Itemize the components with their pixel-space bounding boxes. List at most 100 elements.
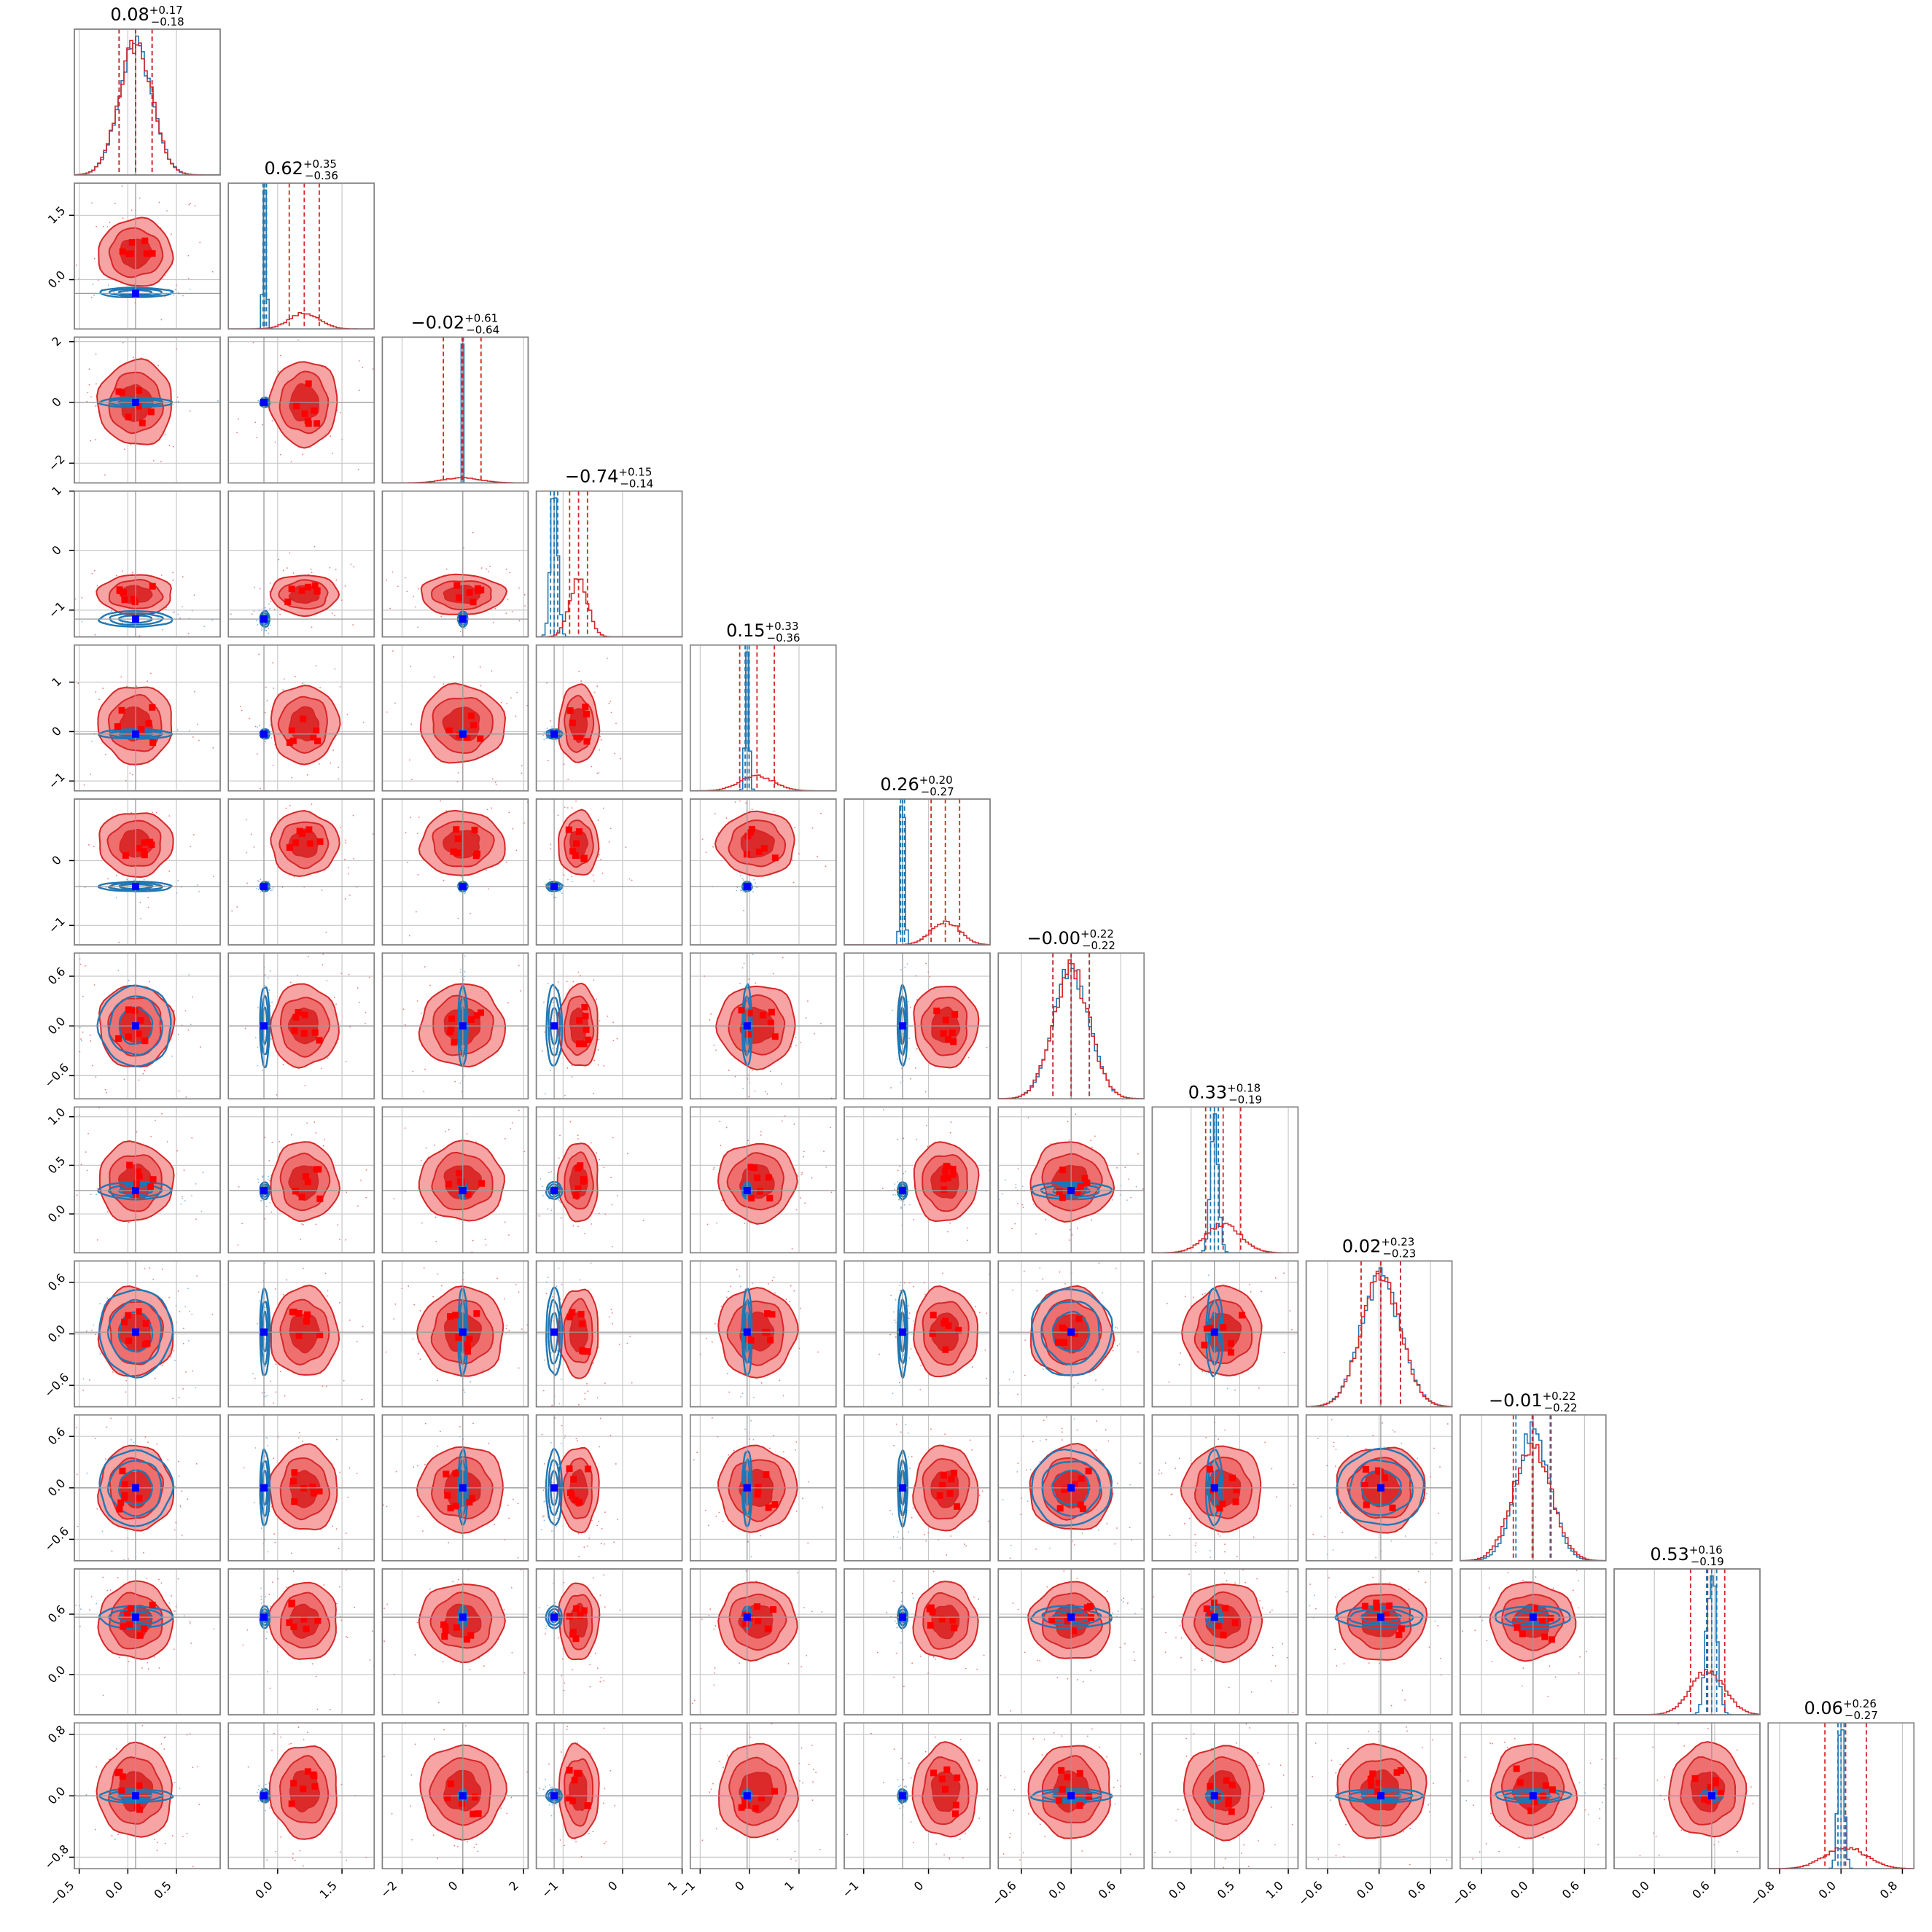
sample-dot-a <box>567 779 569 780</box>
sample-dot-a <box>254 586 256 588</box>
sample-dot-a <box>577 1404 580 1406</box>
panel-3-2 <box>381 490 529 638</box>
sample-dot-a <box>1147 1334 1148 1336</box>
sample-dot-a <box>1137 1351 1139 1353</box>
sample-dot-a <box>192 1370 194 1372</box>
sample-dot-a <box>534 1142 535 1144</box>
marker-square <box>1078 1475 1085 1482</box>
marker-square <box>748 825 755 833</box>
sample-dot-a <box>1115 1326 1117 1328</box>
histogram-model-a <box>74 39 220 175</box>
panel-title: 0.62+0.35 −0.36 <box>265 157 338 182</box>
sample-dot-a <box>321 1067 322 1070</box>
sample-dot-a <box>577 1134 579 1137</box>
sample-dot-a <box>87 392 89 394</box>
sample-dot-a <box>516 691 518 693</box>
sample-dot-b <box>558 1565 560 1566</box>
sample-dot-b <box>750 1419 752 1422</box>
sample-dot-a <box>1072 1386 1075 1388</box>
sample-dot-a <box>437 1273 439 1275</box>
sample-dot-a <box>434 1144 435 1146</box>
sample-dot-b <box>260 1527 262 1530</box>
sample-dot-a <box>96 585 98 587</box>
sample-dot-b <box>1335 1449 1337 1451</box>
sample-dot-b <box>564 1437 566 1439</box>
sample-dot-a <box>505 612 507 615</box>
sample-dot-a <box>362 367 364 369</box>
sample-dot-b <box>1320 1516 1323 1518</box>
marker-square <box>469 1495 476 1502</box>
panel-5-2 <box>381 798 529 946</box>
sample-dot-a <box>825 1166 827 1168</box>
sample-dot-a <box>927 1145 929 1148</box>
sample-dot-a <box>795 1037 797 1038</box>
marker-square <box>119 248 126 255</box>
sample-dot-a <box>189 1621 191 1623</box>
sample-dot-b <box>550 1210 553 1212</box>
sample-dot-a <box>289 981 292 983</box>
marker-square <box>1216 1505 1223 1512</box>
sample-dot-a <box>324 1138 326 1140</box>
sample-dot-b <box>744 892 747 894</box>
sample-dot-a <box>1021 1497 1022 1499</box>
sample-dot-a <box>538 1215 540 1217</box>
sample-dot-a <box>264 1137 266 1139</box>
y-tick-label: −0.6 <box>42 1370 71 1400</box>
sample-dot-a <box>424 966 426 968</box>
sample-dot-a <box>265 686 267 688</box>
sample-dot-a <box>91 1064 93 1067</box>
sample-dot-a <box>615 1463 617 1465</box>
marker-square <box>569 848 577 855</box>
marker-square <box>467 1016 475 1024</box>
sample-dot-a <box>279 613 281 615</box>
marker-square <box>121 1481 128 1488</box>
sample-dot-a <box>378 1531 379 1532</box>
sample-dot-a <box>93 569 96 572</box>
sample-dot-a <box>347 1496 349 1498</box>
histogram-model-a <box>998 959 1145 1099</box>
sample-dot-b <box>171 1055 174 1057</box>
sample-dot-a <box>368 976 370 978</box>
sample-dot-b <box>264 1306 266 1309</box>
sample-dot-a <box>721 1199 723 1201</box>
sample-dot-a <box>90 774 91 775</box>
sample-dot-a <box>1074 1543 1075 1546</box>
marker-square <box>573 840 580 847</box>
sample-dot-b <box>907 1432 909 1434</box>
sample-dot-a <box>612 1137 614 1139</box>
sample-dot-a <box>908 1282 911 1284</box>
sample-dot-a <box>1035 1548 1037 1550</box>
sample-dot-b <box>464 1567 465 1568</box>
sample-dot-a <box>269 582 271 584</box>
sample-dot-b <box>542 734 544 736</box>
sample-dot-a <box>543 1515 545 1517</box>
sample-dot-b <box>892 1513 894 1515</box>
sample-dot-a <box>1394 1431 1395 1433</box>
sample-dot-b <box>260 629 262 631</box>
sample-dot-a <box>1112 1349 1114 1352</box>
marker-square <box>121 1494 128 1501</box>
sample-dot-a <box>230 613 232 615</box>
sample-dot-a <box>748 1096 750 1097</box>
sample-dot-b <box>464 955 466 957</box>
sample-dot-a <box>485 1244 487 1246</box>
marker-square <box>115 1035 122 1043</box>
panel-title: 0.26+0.20 −0.27 <box>880 774 954 798</box>
sample-dot-a <box>106 226 109 228</box>
sample-dot-a <box>515 849 518 852</box>
sample-dot-a <box>154 1656 155 1658</box>
sample-dot-a <box>597 1048 599 1051</box>
sample-dot-a <box>897 1138 899 1140</box>
marker-square <box>311 407 318 414</box>
sample-dot-a <box>1188 1517 1191 1519</box>
sample-dot-b <box>264 1395 266 1398</box>
sample-dot-a <box>596 1397 599 1399</box>
sample-dot-a <box>146 1578 148 1580</box>
sample-dot-a <box>90 297 93 299</box>
sample-dot-a <box>128 1221 130 1223</box>
sample-dot-b <box>556 1526 557 1528</box>
marker-square <box>284 599 292 606</box>
sample-dot-a <box>1021 1204 1024 1206</box>
sample-dot-a <box>71 1191 72 1192</box>
sample-dot-a <box>986 1255 987 1256</box>
